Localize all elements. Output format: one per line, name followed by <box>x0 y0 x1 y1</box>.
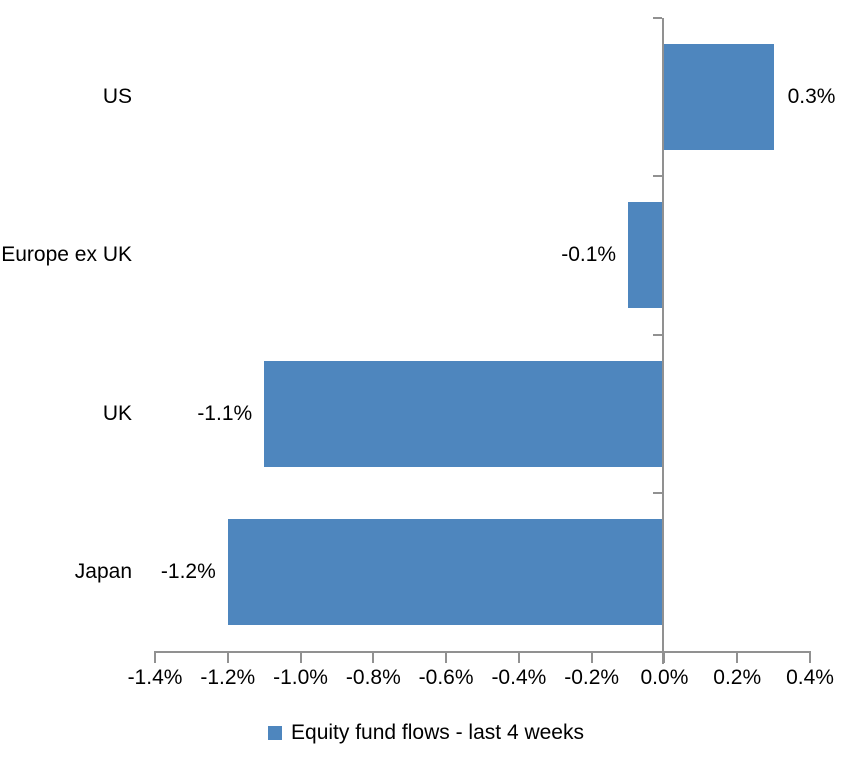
x-axis-tick-label: -1.4% <box>127 666 183 689</box>
category-axis-tick <box>653 17 663 19</box>
x-axis-tick <box>809 651 811 663</box>
x-axis-tick <box>226 651 229 663</box>
x-axis-tick <box>663 651 666 663</box>
value-label-uk: -1.1% <box>197 401 253 425</box>
x-axis-tick-label: 0.4% <box>786 666 834 689</box>
x-axis-tick-label: -0.6% <box>418 666 474 689</box>
bar-uk <box>264 360 665 467</box>
x-axis-tick <box>154 651 156 663</box>
value-label-japan: -1.2% <box>160 559 216 583</box>
legend-label: Equity fund flows - last 4 weeks <box>291 721 584 744</box>
x-axis-tick-label: -0.8% <box>345 666 401 689</box>
x-axis-tick <box>299 651 302 663</box>
x-axis-tick-label: -0.2% <box>564 666 620 689</box>
x-axis-tick <box>517 651 520 663</box>
x-axis-tick <box>590 651 593 663</box>
x-axis-tick-label: -0.4% <box>491 666 547 689</box>
x-axis-tick-label: -1.0% <box>273 666 328 689</box>
bar-japan <box>227 518 665 625</box>
value-label-us: 0.3% <box>787 85 836 109</box>
x-axis-tick-label: 0.2% <box>713 666 762 689</box>
value-label-europe-ex-uk: -0.1% <box>561 243 617 267</box>
x-axis-tick-label: 0.0% <box>640 666 689 689</box>
category-axis-tick <box>653 333 663 336</box>
zero-axis-line <box>662 18 665 664</box>
x-axis-tick-label: -1.2% <box>200 666 256 689</box>
x-axis-line <box>154 651 811 653</box>
legend-swatch-icon <box>268 726 283 740</box>
category-label-uk: UK <box>102 401 132 425</box>
x-axis-tick <box>736 651 739 663</box>
category-axis-tick <box>653 491 663 494</box>
category-label-japan: Japan <box>74 559 132 583</box>
category-label-europe-ex-uk: Europe ex UK <box>1 243 132 267</box>
x-axis-tick <box>445 651 448 663</box>
category-axis-tick <box>653 175 663 178</box>
x-axis-tick <box>372 651 375 663</box>
bar-us <box>664 44 774 151</box>
bar-europe-ex-uk <box>628 202 665 309</box>
legend: Equity fund flows - last 4 weeks <box>0 718 852 748</box>
category-label-us: US <box>102 85 132 109</box>
